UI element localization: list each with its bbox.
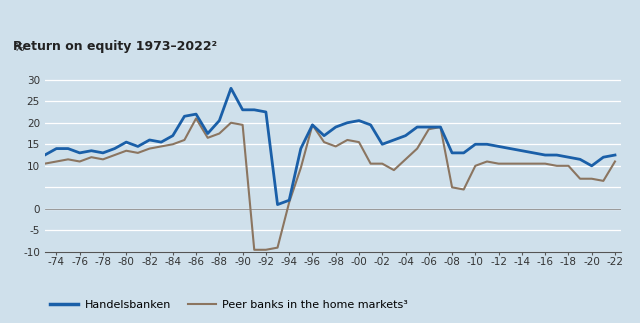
Legend: Handelsbanken, Peer banks in the home markets³: Handelsbanken, Peer banks in the home ma… bbox=[51, 300, 408, 310]
Text: Return on equity 1973–2022²: Return on equity 1973–2022² bbox=[13, 40, 217, 53]
Text: %: % bbox=[13, 43, 24, 53]
